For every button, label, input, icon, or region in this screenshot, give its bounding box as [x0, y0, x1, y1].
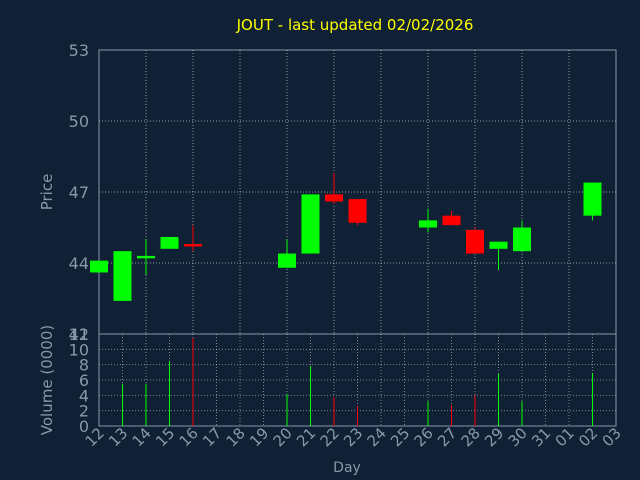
price-panel: 41 44 47 50 53 Price	[38, 41, 617, 344]
price-y-axis: 41 44 47 50 53	[69, 41, 89, 344]
candle	[278, 239, 296, 268]
chart-title: JOUT - last updated 02/02/2026	[236, 16, 474, 34]
candle	[348, 199, 367, 226]
x-tick-label: 27	[434, 424, 460, 450]
candle-body	[489, 241, 508, 249]
candle-body	[583, 182, 602, 216]
volume-tick-label: 4	[79, 386, 89, 405]
candle	[113, 251, 132, 301]
price-tick-label: 44	[69, 254, 89, 273]
candle	[442, 210, 461, 226]
candle-body	[90, 260, 108, 273]
candles	[90, 173, 602, 301]
candle-body	[442, 215, 461, 226]
x-axis: 1213141516171819202122232425262728293031…	[82, 424, 625, 450]
x-tick-label: 26	[411, 424, 437, 450]
volume-tick-label: 10	[69, 340, 89, 359]
candle	[583, 182, 602, 221]
candle	[325, 173, 343, 204]
volume-tick-label: 8	[79, 356, 89, 375]
price-grid	[99, 50, 616, 334]
x-tick-label: 23	[340, 424, 366, 450]
x-tick-label: 22	[317, 424, 343, 450]
x-tick-label: 28	[458, 424, 484, 450]
volume-tick-label: 0	[79, 417, 89, 436]
x-tick-label: 03	[599, 424, 625, 450]
x-tick-label: 24	[364, 424, 390, 450]
candle	[301, 194, 320, 254]
x-tick-label: 17	[199, 424, 225, 450]
candle	[90, 260, 108, 273]
candle-body	[419, 220, 437, 228]
price-tick-label: 41	[69, 325, 89, 344]
candle-body	[137, 255, 155, 259]
candle	[184, 225, 202, 252]
candle	[137, 239, 155, 275]
x-tick-label: 15	[152, 424, 178, 450]
x-axis-label: Day	[333, 460, 361, 476]
candle-body	[325, 194, 343, 202]
candle-body	[513, 227, 531, 252]
candle-body	[184, 244, 202, 247]
volume-bars	[122, 337, 593, 426]
price-axis-label: Price	[38, 174, 56, 211]
x-tick-label: 19	[246, 424, 272, 450]
price-tick-label: 50	[69, 112, 89, 131]
x-tick-label: 31	[528, 424, 554, 450]
volume-tick-label: 12	[69, 325, 89, 344]
candle-body	[466, 229, 484, 254]
candle-body	[278, 253, 296, 268]
volume-tick-label: 6	[79, 371, 89, 390]
candle-body	[160, 236, 179, 249]
x-tick-label: 01	[552, 424, 578, 450]
x-tick-label: 21	[293, 424, 319, 450]
x-tick-label: 25	[387, 424, 413, 450]
candle	[513, 220, 531, 252]
price-tick-label: 47	[69, 183, 89, 202]
candle-body	[348, 199, 367, 223]
x-tick-label: 13	[105, 424, 131, 450]
volume-axis-label: Volume (0000)	[38, 325, 56, 435]
x-tick-label: 20	[270, 424, 296, 450]
candle	[160, 236, 179, 249]
x-tick-label: 29	[481, 424, 507, 450]
candle-body	[113, 251, 132, 301]
x-tick-label: 14	[129, 424, 155, 450]
price-tick-label: 53	[69, 41, 89, 60]
candle	[419, 208, 437, 233]
candle	[466, 227, 484, 254]
x-tick-label: 02	[575, 424, 601, 450]
x-tick-label: 30	[505, 424, 531, 450]
x-tick-label: 18	[223, 424, 249, 450]
x-tick-label: 16	[176, 424, 202, 450]
candle-body	[301, 194, 320, 254]
volume-tick-label: 2	[79, 402, 89, 421]
candle	[489, 241, 508, 271]
